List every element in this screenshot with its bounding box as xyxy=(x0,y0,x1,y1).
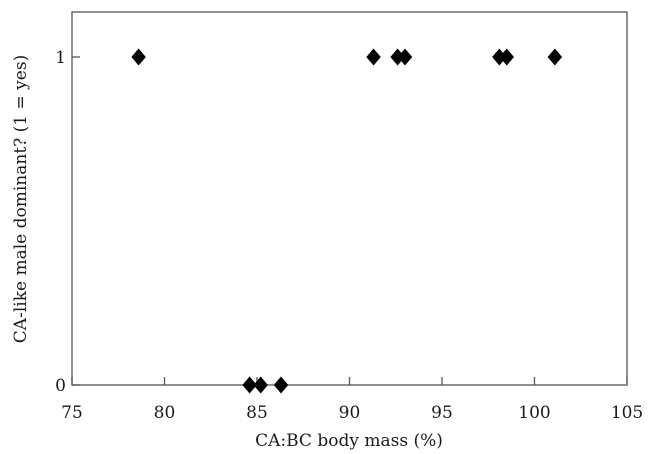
y-tick-label: 0 xyxy=(55,376,66,396)
data-point xyxy=(242,376,257,394)
data-point xyxy=(397,48,413,66)
x-axis-title: CA:BC body mass (%) xyxy=(255,431,443,451)
x-tick-label: 90 xyxy=(339,403,361,423)
data-point xyxy=(547,48,563,66)
data-point xyxy=(273,376,289,394)
x-tick-label: 80 xyxy=(154,403,176,423)
y-tick-label: 1 xyxy=(55,48,66,68)
x-axis: 75 80 85 90 95 100 105 xyxy=(61,377,643,423)
data-point xyxy=(131,48,146,66)
plot-frame xyxy=(71,11,628,386)
data-points xyxy=(131,48,563,394)
y-axis: 01 xyxy=(55,48,80,396)
x-tick-label: 100 xyxy=(518,403,550,423)
data-point xyxy=(253,376,268,394)
y-axis-title: CA-like male dominant? (1 = yes) xyxy=(11,55,31,343)
data-point xyxy=(499,48,514,66)
data-point xyxy=(366,48,381,66)
x-tick-label: 75 xyxy=(61,403,83,423)
data-point xyxy=(492,48,507,66)
x-tick-label: 105 xyxy=(611,403,643,423)
data-point xyxy=(390,48,405,66)
x-tick-label: 95 xyxy=(431,403,453,423)
x-tick-label: 85 xyxy=(246,403,268,423)
